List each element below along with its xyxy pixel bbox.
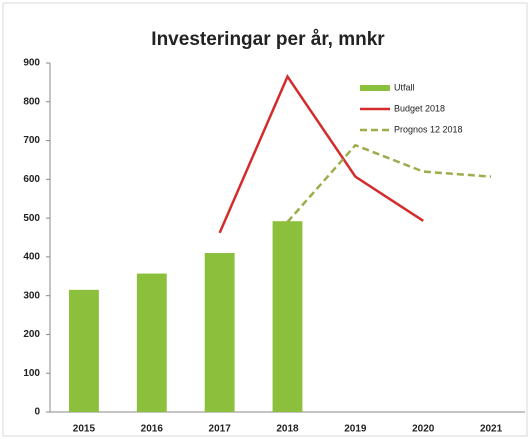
x-tick-label: 2018 bbox=[276, 424, 299, 435]
y-tick-label: 200 bbox=[23, 329, 40, 340]
x-tick-label: 2017 bbox=[209, 424, 232, 435]
chart-title: Investeringar per år, mnkr bbox=[151, 29, 385, 50]
x-tick-label: 2019 bbox=[344, 424, 367, 435]
legend-label: Prognos 12 2018 bbox=[394, 124, 463, 134]
y-tick-label: 300 bbox=[23, 290, 40, 301]
bar bbox=[272, 221, 303, 412]
x-tick-label: 2020 bbox=[412, 424, 435, 435]
y-tick-label: 600 bbox=[23, 174, 40, 185]
x-tick-label: 2016 bbox=[141, 424, 164, 435]
y-tick-label: 400 bbox=[23, 252, 40, 263]
y-tick-label: 500 bbox=[23, 213, 40, 224]
bar bbox=[204, 253, 235, 412]
y-tick-label: 100 bbox=[23, 368, 40, 379]
legend: Utfall Budget 2018 Prognos 12 2018 bbox=[360, 82, 463, 134]
y-tick-label: 800 bbox=[23, 96, 40, 107]
bar bbox=[69, 289, 99, 412]
line bbox=[218, 73, 424, 234]
line bbox=[286, 143, 492, 223]
legend-swatch bbox=[360, 85, 390, 91]
y-tick-label: 700 bbox=[23, 135, 40, 146]
legend-label: Budget 2018 bbox=[394, 103, 445, 113]
y-tick-label: 900 bbox=[23, 58, 40, 69]
legend-label: Utfall bbox=[394, 82, 415, 92]
x-tick-label: 2021 bbox=[480, 424, 503, 435]
y-tick-label: 0 bbox=[34, 407, 40, 418]
x-tick-label: 2015 bbox=[73, 424, 96, 435]
bar bbox=[136, 273, 167, 412]
